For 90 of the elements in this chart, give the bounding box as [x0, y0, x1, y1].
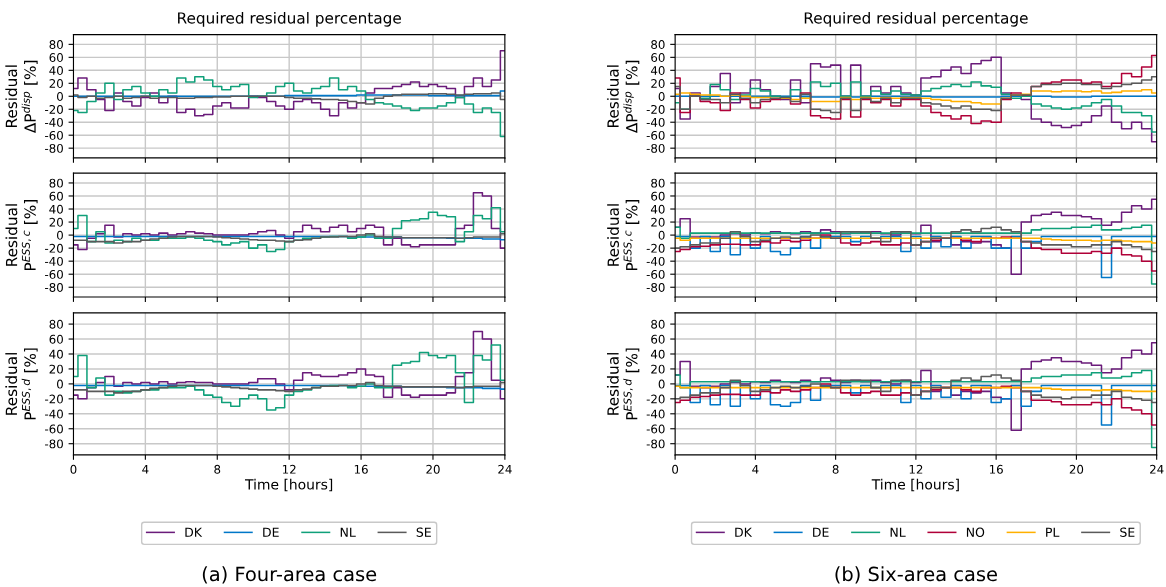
y-tick-label: -80 [646, 143, 665, 153]
y-tick-label: 0 [57, 91, 63, 101]
y-axis-title: Residual ΔP$^{disp}$ [%] [5, 60, 38, 134]
y-tick-label: -60 [646, 130, 665, 140]
x-axis-title: Time [hours] [244, 478, 333, 492]
y-tick-label: 40 [650, 204, 665, 214]
y-tick-label: -80 [45, 282, 63, 292]
y-tick-label: 60 [651, 334, 665, 344]
y-tick-label: 60 [651, 191, 665, 201]
legend-label: PL [1046, 527, 1060, 537]
y-tick-label: 20 [651, 79, 665, 88]
legend-label: DK [185, 527, 203, 537]
x-axis-title: Time [hours] [871, 478, 959, 492]
y-tick-label: 80 [651, 319, 665, 329]
x-tick-label: 24 [498, 464, 512, 474]
x-tick-label: 8 [214, 464, 221, 474]
y-tick-label: -60 [646, 424, 665, 434]
legend-label: NL [890, 527, 906, 537]
y-tick-label: -20 [45, 394, 63, 404]
y-tick-label: 0 [57, 379, 63, 389]
y-tick-label: -40 [45, 256, 63, 266]
y-axis-title: Residual P$^{ESS,d}$ [%] [5, 348, 38, 420]
y-tick-label: -60 [45, 269, 63, 279]
y-tick-label: 0 [658, 91, 665, 101]
y-tick-label: -20 [646, 243, 665, 253]
y-tick-label: -80 [646, 282, 665, 292]
y-tick-label: 60 [651, 53, 665, 62]
y-tick-label: -40 [45, 117, 63, 127]
y-tick-label: 80 [49, 40, 63, 50]
x-tick-label: 20 [426, 464, 440, 474]
y-tick-label: 0 [658, 230, 665, 240]
y-tick-label: 60 [49, 334, 63, 344]
y-tick-label: 80 [49, 319, 63, 329]
y-tick-label: -60 [45, 424, 63, 434]
legend-label: NO [966, 527, 985, 537]
chart-title: Required residual percentage [178, 11, 401, 27]
legend-label: DK [735, 527, 753, 537]
legend-label: DE [263, 527, 279, 537]
legend-label: DE [813, 527, 829, 537]
x-tick-label: 12 [282, 464, 296, 474]
y-tick-label: 20 [49, 217, 63, 227]
y-tick-label: 20 [49, 79, 63, 88]
legend-label: NL [340, 527, 356, 537]
y-tick-label: 80 [651, 40, 665, 50]
y-tick-label: -60 [45, 130, 63, 140]
y-tick-label: 60 [49, 53, 63, 62]
y-tick-label: 0 [57, 230, 63, 240]
x-tick-label: 0 [70, 464, 77, 474]
x-tick-label: 16 [354, 464, 368, 474]
x-tick-label: 16 [989, 464, 1003, 474]
x-tick-label: 8 [832, 464, 839, 474]
legend-label: SE [1120, 527, 1135, 537]
text: (a) Four-area case [202, 566, 377, 584]
y-tick-label: -20 [646, 394, 665, 404]
y-tick-label: -20 [646, 104, 665, 114]
y-tick-label: -40 [45, 409, 63, 419]
y-tick-label: 20 [651, 364, 665, 374]
x-tick-label: 20 [1069, 464, 1084, 474]
y-tick-label: 40 [650, 66, 665, 75]
y-tick-label: 40 [650, 349, 665, 359]
y-tick-label: 20 [49, 364, 63, 374]
y-tick-label: -40 [646, 256, 665, 266]
y-tick-label: -20 [45, 243, 63, 253]
y-tick-label: 20 [651, 217, 665, 227]
x-tick-label: 24 [1150, 464, 1164, 474]
y-tick-label: 40 [49, 66, 63, 75]
y-axis-title: Residual P$^{ESS,d}$ [%] [606, 348, 640, 420]
y-axis-title: Residual P$^{ESS,c}$ [%] [5, 200, 38, 271]
y-tick-label: 80 [651, 178, 665, 188]
y-tick-label: -80 [646, 439, 665, 449]
x-tick-label: 4 [752, 465, 759, 474]
legend-label: SE [416, 527, 431, 537]
y-tick-label: 40 [49, 349, 63, 359]
y-tick-label: -40 [646, 117, 665, 127]
y-axis-title: Residual ΔP$^{disp}$ [%] [606, 60, 640, 134]
text: (b) Six-area case [835, 566, 997, 584]
y-tick-label: -60 [646, 269, 665, 279]
y-tick-label: -20 [45, 104, 63, 114]
y-tick-label: 40 [49, 204, 63, 214]
y-tick-label: 0 [658, 379, 665, 389]
y-tick-label: -40 [646, 409, 665, 419]
x-tick-label: 4 [142, 465, 149, 474]
y-tick-label: -80 [45, 439, 63, 449]
y-tick-label: 60 [49, 191, 63, 201]
chart-title: Required residual percentage [804, 11, 1028, 27]
x-tick-label: 12 [909, 464, 923, 474]
y-axis-title: Residual P$^{ESS,c}$ [%] [607, 200, 640, 271]
y-tick-label: -80 [45, 143, 63, 153]
y-tick-label: 80 [49, 178, 63, 188]
x-tick-label: 0 [672, 464, 679, 474]
